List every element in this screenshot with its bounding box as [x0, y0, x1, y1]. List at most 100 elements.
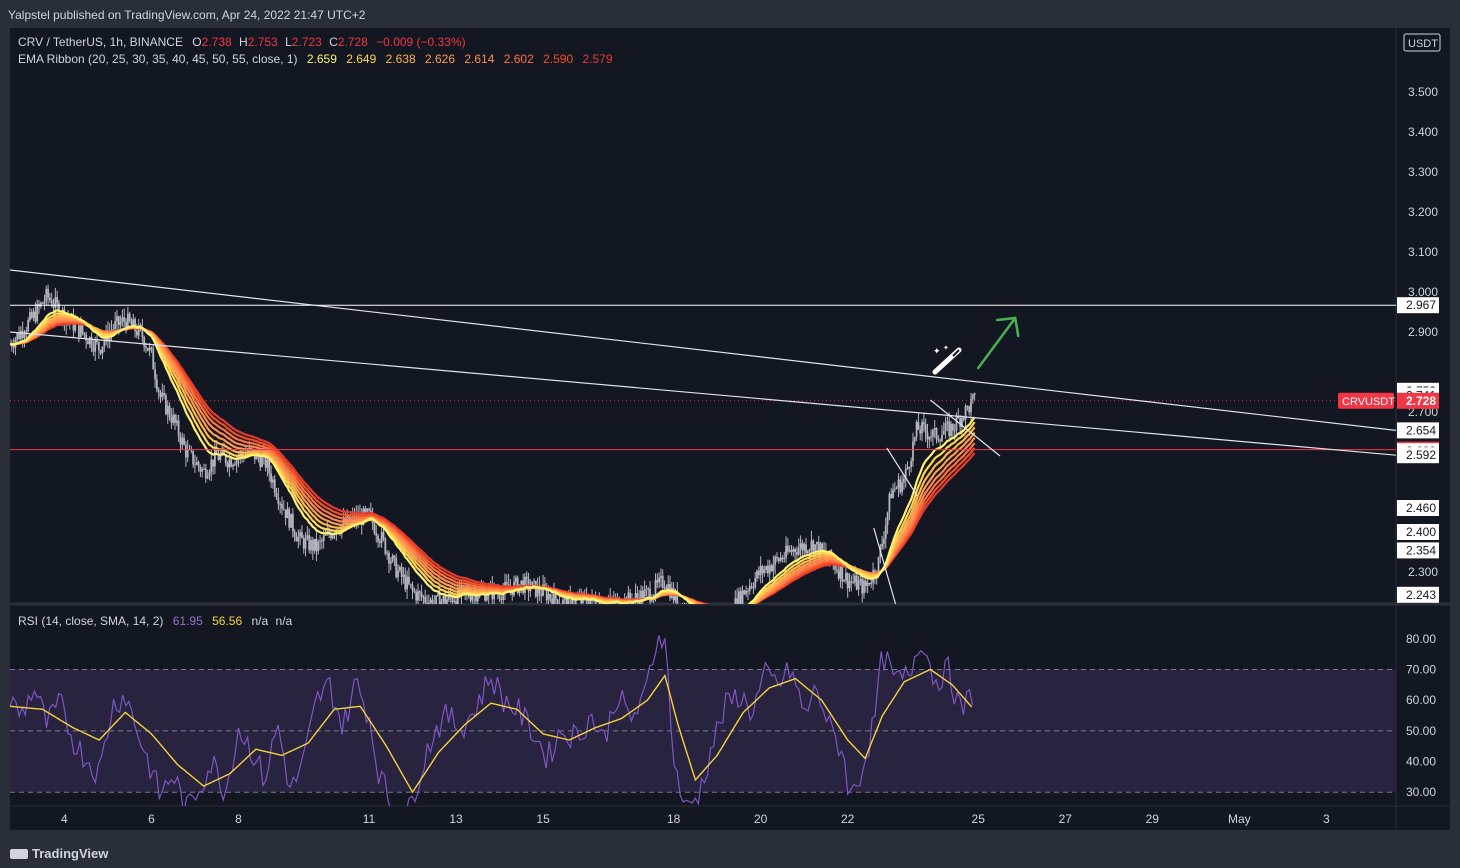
candle-body: [264, 451, 267, 468]
candle-body: [877, 557, 880, 575]
candle-body: [736, 598, 738, 604]
candle-body: [556, 599, 559, 604]
candle-body: [919, 429, 922, 434]
candle-body: [803, 544, 806, 551]
magic-wand-icon: ✦ ✦: [932, 344, 962, 375]
candle-body: [705, 615, 707, 619]
candle-body: [768, 565, 771, 574]
time-tick-label: 15: [536, 812, 550, 826]
candle-body: [286, 508, 289, 519]
time-tick-label: 20: [754, 812, 768, 826]
candle-body: [223, 449, 225, 455]
candle-body: [119, 321, 122, 326]
candle-body: [288, 508, 291, 528]
candle-body: [455, 601, 457, 604]
candle-body: [194, 464, 196, 466]
candle-body: [386, 552, 389, 554]
candle-body: [835, 569, 838, 571]
candle-body: [594, 599, 597, 604]
candle-body: [970, 399, 972, 413]
time-axis[interactable]: 4 6 8 11 13 15 18 20 22 25 27 29 May 3: [61, 812, 1330, 826]
candle-body: [971, 394, 974, 400]
candle-body: [52, 306, 55, 308]
candle-body: [968, 406, 971, 413]
candle-body: [720, 621, 722, 625]
candle-body: [680, 605, 682, 614]
candles-layer: [10, 284, 976, 628]
candle-body: [36, 304, 39, 322]
candle-body: [78, 321, 80, 337]
price-badge: [1397, 524, 1439, 540]
price-badge: [1397, 392, 1439, 409]
publisher-text: Yalpstel published on TradingView.com, A…: [8, 8, 366, 22]
candle-body: [388, 552, 390, 564]
candle-body: [964, 406, 967, 420]
candle-body: [848, 581, 851, 589]
candle-body: [145, 346, 147, 348]
candle-body: [743, 590, 746, 595]
candle-body: [29, 312, 31, 321]
candle-body: [320, 540, 323, 542]
price-badge-label: 2.354: [1406, 543, 1436, 557]
candle-body: [290, 513, 292, 528]
candle-body: [942, 431, 945, 435]
candle-body: [718, 618, 720, 625]
time-tick-label: May: [1228, 812, 1251, 826]
candle-body: [204, 468, 207, 479]
price-axis[interactable]: 3.5003.4003.3003.2003.1003.0002.9002.700…: [1338, 33, 1441, 799]
candle-body: [41, 302, 44, 304]
candle-body: [886, 512, 889, 525]
candle-body: [404, 574, 407, 590]
candle-body: [79, 325, 82, 337]
rsi-sma-line: [10, 668, 973, 794]
candle-body: [232, 464, 234, 467]
candle-body: [101, 346, 104, 354]
candle-body: [547, 594, 550, 601]
svg-text:RSI (14, close, SMA, 14, 2): RSI (14, close, SMA, 14, 2) 61.95 56.56 …: [18, 614, 293, 628]
candle-body: [857, 581, 860, 590]
candle-body: [134, 319, 137, 331]
candle-body: [910, 461, 913, 468]
rsi-legend-label: RSI (14, close, SMA, 14, 2): [18, 614, 163, 628]
candle-body: [711, 618, 713, 628]
candle-body: [953, 430, 956, 432]
candle-body: [806, 551, 809, 553]
candle-body: [440, 601, 443, 604]
candle-body: [926, 432, 929, 440]
candle-body: [772, 564, 775, 571]
candle-body: [114, 321, 117, 329]
tradingview-logo[interactable]: TradingView: [10, 846, 108, 861]
time-tick-label: 27: [1059, 812, 1073, 826]
candle-body: [734, 598, 737, 604]
candle-body: [230, 459, 233, 467]
candle-body: [602, 609, 604, 610]
ema-line-20: [10, 309, 976, 604]
candle-body: [427, 602, 430, 604]
candle-body: [273, 479, 276, 494]
candle-body: [779, 557, 782, 561]
candle-body: [27, 320, 30, 331]
candle-body: [429, 599, 432, 603]
candle-body: [587, 602, 590, 604]
candle-body: [689, 620, 691, 622]
candle-body: [186, 449, 189, 458]
rsi-tick-label: 60.00: [1406, 693, 1436, 707]
candle-body: [745, 590, 748, 595]
candle-body: [713, 621, 715, 628]
time-tick-label: 18: [667, 812, 681, 826]
candle-body: [177, 420, 180, 437]
candle-body: [658, 577, 661, 583]
candle-body: [96, 340, 98, 343]
time-tick-label: 4: [61, 812, 68, 826]
candle-body: [123, 317, 126, 322]
candle-body: [525, 576, 528, 579]
svg-text:✦: ✦: [943, 344, 949, 352]
candle-body: [928, 437, 931, 440]
candle-body: [904, 469, 907, 479]
candle-body: [560, 606, 562, 607]
candle-body: [132, 319, 135, 326]
candle-body: [864, 580, 867, 587]
legend-l-label: L: [285, 35, 292, 49]
candle-body: [18, 333, 20, 339]
